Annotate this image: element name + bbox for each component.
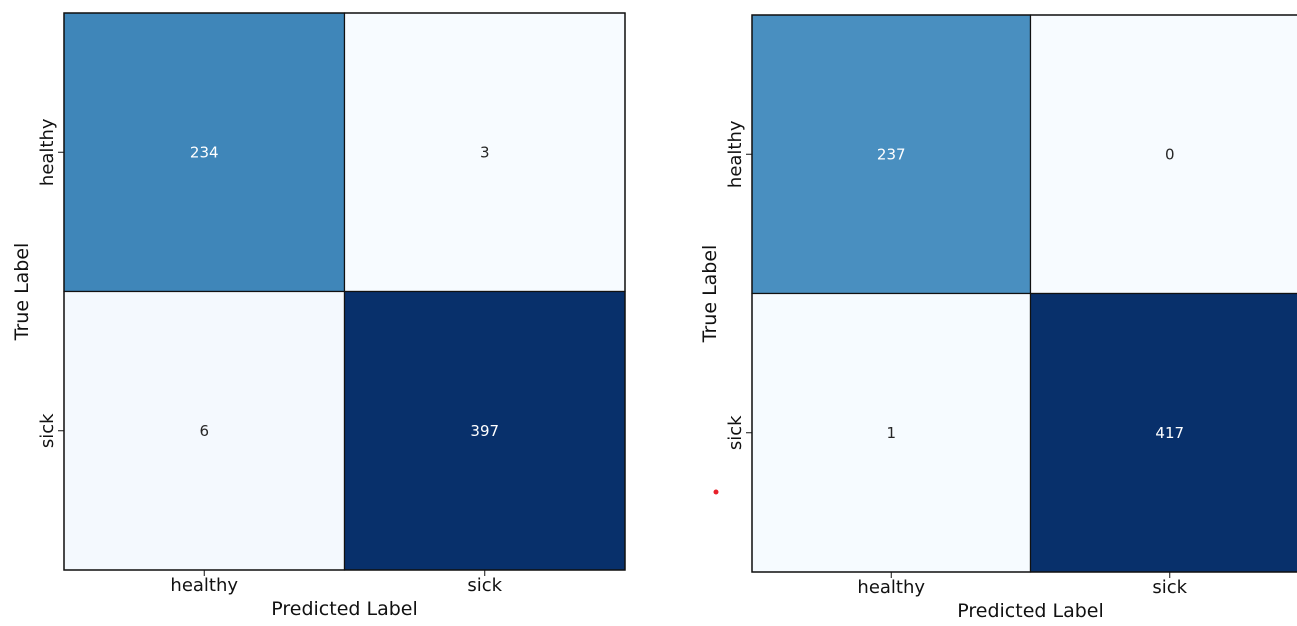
confusion-matrix-right: 237 0 1 417 healthy sick healthy sick Predicted …: [699, 15, 1297, 622]
heatmap-cell-healthy-sick: [1031, 15, 1297, 294]
cell-value-label: 417: [1155, 424, 1184, 442]
cell-value-label: 6: [199, 422, 209, 440]
y-tick-label: sick: [725, 415, 746, 450]
x-axis-label: Predicted Label: [957, 600, 1104, 622]
y-tick-label: healthy: [725, 120, 746, 188]
x-axis-label: Predicted Label: [271, 598, 418, 620]
cell-value-label: 0: [1165, 145, 1175, 163]
y-tick-label: sick: [37, 413, 58, 448]
x-tick-label: sick: [467, 575, 502, 596]
y-axis-label: True Label: [11, 243, 33, 342]
cell-value-label: 1: [886, 424, 896, 442]
red-marker-dot: [714, 490, 719, 495]
cell-value-label: 397: [470, 422, 499, 440]
cell-value-label: 237: [877, 145, 906, 163]
y-axis-label: True Label: [699, 245, 721, 344]
cell-value-label: 3: [480, 143, 490, 161]
x-tick-label: healthy: [857, 577, 925, 598]
y-tick-label: healthy: [37, 118, 58, 186]
cell-value-label: 234: [190, 143, 219, 161]
x-tick-label: sick: [1152, 577, 1187, 598]
confusion-matrix-left: 234 3 6 397 healthy sick healthy sick Predicted …: [11, 13, 625, 620]
x-tick-label: healthy: [170, 575, 238, 596]
